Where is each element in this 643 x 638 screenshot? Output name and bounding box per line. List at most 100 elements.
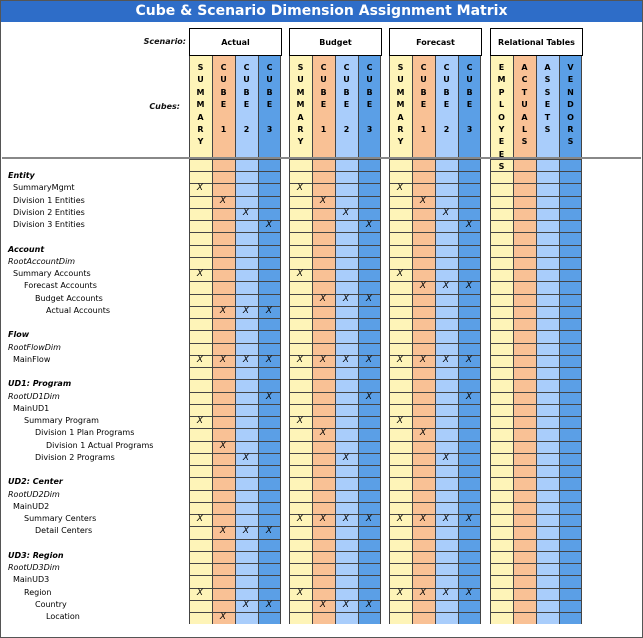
cube-header-letter: U (466, 75, 473, 85)
row-line (490, 477, 582, 478)
assignment-mark: X (242, 355, 250, 365)
assignment-mark: X (442, 514, 450, 524)
row-line (389, 600, 481, 601)
row-line (389, 220, 481, 221)
cube-header-letter: U (420, 75, 427, 85)
assignment-mark: X (242, 600, 250, 610)
assignment-mark: X (196, 416, 204, 426)
row-line (189, 551, 281, 552)
row-line (289, 245, 381, 246)
cube-header-letter: S (498, 162, 505, 172)
row-line (389, 257, 481, 258)
column-budget-3 (335, 56, 358, 624)
row-line (389, 294, 481, 295)
row-line (490, 245, 582, 246)
row-line (490, 208, 582, 209)
header-separator (2, 157, 641, 159)
row-line (389, 367, 481, 368)
cube-header-letter (345, 112, 348, 124)
row-line (289, 220, 381, 221)
cube-header-letter (422, 112, 425, 124)
cube-header-letter (322, 112, 325, 124)
assignment-mark: X (242, 306, 250, 316)
row-line (389, 196, 481, 197)
column-actual-4 (258, 56, 281, 624)
row-line (389, 330, 481, 331)
row-line (490, 514, 582, 515)
row-line (189, 355, 281, 356)
row-line (189, 588, 281, 589)
row-line (490, 441, 582, 442)
assignment-mark: X (296, 355, 304, 365)
row-line (289, 453, 381, 454)
assignment-mark: X (465, 220, 473, 230)
row-label: MainFlow (13, 355, 51, 364)
cube-header-letter: U (343, 75, 350, 85)
row-line (389, 563, 481, 564)
row-label: Country (35, 600, 67, 609)
row-line (389, 355, 481, 356)
row-line (389, 588, 481, 589)
assignment-mark: X (442, 208, 450, 218)
cube-header-letter: U (320, 75, 327, 85)
row-line (289, 196, 381, 197)
row-line (189, 526, 281, 527)
row-line (189, 404, 281, 405)
cube-header-letter: U (220, 75, 227, 85)
row-line (389, 428, 481, 429)
cube-header-letter: A (521, 112, 528, 122)
column-forecast-2 (412, 56, 435, 624)
cube-header-letter: A (544, 63, 551, 72)
row-line (389, 343, 481, 344)
row-line (189, 575, 281, 576)
column-budget-2 (312, 56, 335, 624)
row-line (189, 563, 281, 564)
row-line (189, 600, 281, 601)
page-title: Cube & Scenario Dimension Assignment Mat… (0, 0, 643, 22)
row-label: Actual Accounts (46, 306, 111, 315)
row-line (389, 441, 481, 442)
row-line (289, 159, 381, 160)
row-label: Location (46, 612, 80, 621)
cube-header-letter: B (243, 87, 250, 97)
assignment-mark: X (419, 281, 427, 291)
column-forecast-3 (435, 56, 458, 624)
cube-header-letter: O (567, 112, 574, 122)
cube-header-letter: T (521, 87, 528, 97)
assignment-mark: X (242, 453, 250, 463)
cube-header-letter: P (498, 87, 505, 97)
row-line (490, 539, 582, 540)
row-line (389, 465, 481, 466)
row-label: MainUD2 (13, 502, 50, 511)
row-line (189, 539, 281, 540)
row-label: Summary Centers (24, 514, 97, 523)
row-line (490, 416, 582, 417)
assignment-mark: X (265, 600, 273, 610)
cube-header-letter (445, 112, 448, 124)
row-line (289, 281, 381, 282)
assignment-mark: X (419, 196, 427, 206)
cube-header-letter: Y (498, 125, 505, 135)
cube-header-letter: U (366, 75, 373, 85)
row-label: RootUD2Dim (8, 490, 60, 499)
row-line (490, 502, 582, 503)
cube-header-letter: C (420, 63, 427, 72)
row-line (389, 281, 481, 282)
cube-header-letter: C (320, 63, 327, 72)
row-line (289, 612, 381, 613)
assignment-mark: X (196, 269, 204, 279)
assignment-mark: X (342, 355, 350, 365)
assignment-mark: X (296, 183, 304, 193)
assignment-mark: X (296, 588, 304, 598)
row-line (490, 232, 582, 233)
cube-header-letter: V (567, 63, 574, 72)
assignment-mark: X (265, 392, 273, 402)
row-line (389, 232, 481, 233)
row-line (289, 208, 381, 209)
